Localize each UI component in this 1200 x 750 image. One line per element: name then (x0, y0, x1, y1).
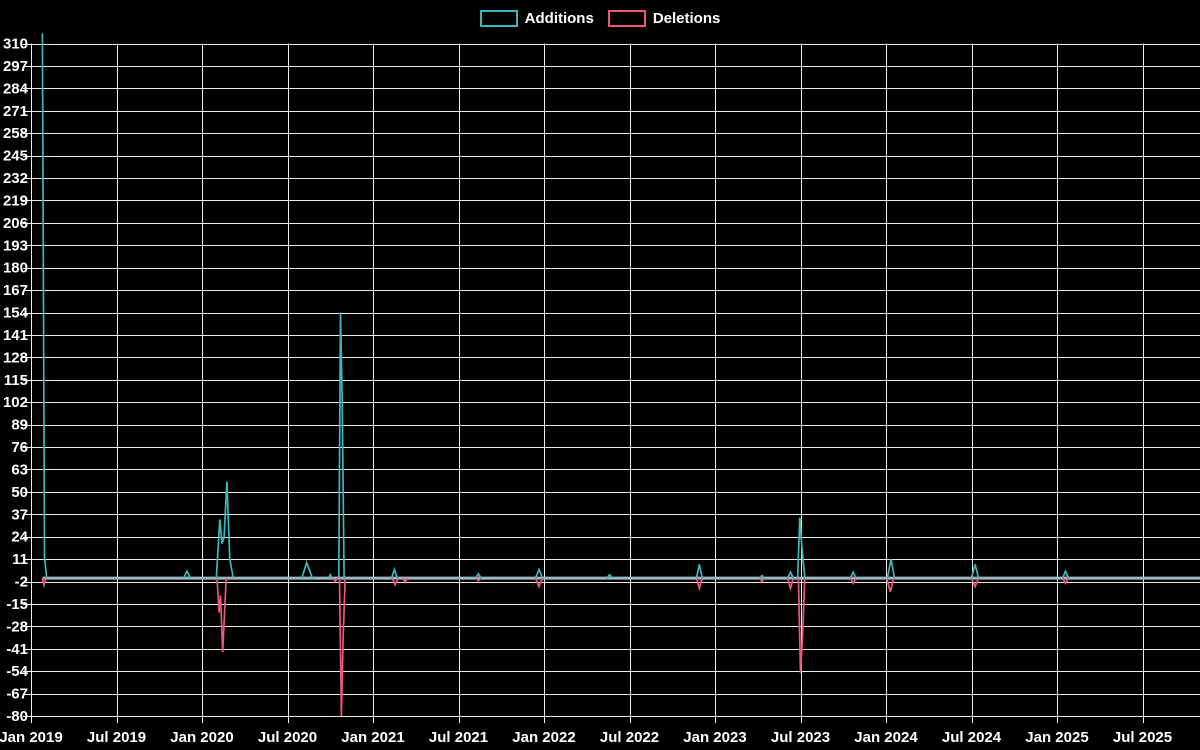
x-tick-label: Jul 2021 (429, 729, 488, 746)
x-tick-label: Jul 2024 (942, 729, 1002, 746)
y-tick-label: 271 (3, 103, 28, 120)
y-tick-label: -54 (6, 663, 28, 680)
x-tick-label: Jan 2020 (170, 729, 233, 746)
y-tick-label: 24 (11, 529, 28, 546)
y-gridlines (23, 44, 1200, 717)
y-tick-labels: 310 297 284 271 258 245 232 219 206 193 180 167 154 1… (3, 36, 29, 726)
x-tick-label: Jan 2023 (683, 729, 746, 746)
y-tick-label: -2 (15, 574, 28, 591)
x-tick-label: Jul 2025 (1113, 729, 1172, 746)
x-tick-label: Jul 2023 (771, 729, 830, 746)
y-tick-label: 232 (3, 170, 28, 187)
x-tick-label: Jul 2020 (258, 729, 317, 746)
y-tick-label: -41 (6, 641, 28, 658)
y-tick-label: -28 (6, 618, 28, 635)
y-tick-label: 258 (3, 125, 28, 142)
additions-swatch (479, 9, 518, 27)
legend-label-deletions: Deletions (652, 9, 721, 27)
deletions-line (42, 578, 1199, 716)
y-tick-label: 128 (3, 349, 28, 366)
y-tick-label: -67 (6, 686, 28, 703)
y-tick-label: 193 (3, 237, 28, 254)
y-tick-label: 63 (11, 461, 28, 478)
y-tick-label: 115 (4, 372, 28, 389)
y-tick-label: 284 (3, 80, 29, 97)
deletions-swatch (607, 9, 646, 27)
y-tick-label: 310 (3, 36, 28, 53)
additions-line (42, 33, 1199, 578)
chart-legend: Additions Deletions (0, 6, 1200, 30)
y-tick-label: 219 (3, 192, 28, 209)
y-tick-label: -80 (6, 708, 28, 725)
y-tick-label: 245 (3, 148, 28, 165)
y-tick-label: 50 (11, 484, 28, 501)
x-tick-label: Jul 2019 (87, 729, 146, 746)
x-tick-label: Jan 2019 (0, 729, 63, 746)
y-tick-label: 297 (3, 58, 28, 75)
x-tick-label: Jul 2022 (600, 729, 659, 746)
y-tick-label: 11 (12, 551, 28, 568)
legend-item-deletions[interactable]: Deletions (607, 9, 721, 27)
y-tick-label: 76 (11, 439, 28, 456)
y-tick-label: 206 (3, 215, 28, 232)
y-tick-label: 102 (3, 394, 28, 411)
y-tick-label: 180 (3, 260, 28, 277)
x-gridlines (31, 43, 1144, 724)
x-tick-label: Jan 2024 (854, 729, 918, 746)
x-tick-label: Jan 2025 (1025, 729, 1088, 746)
y-tick-label: 154 (3, 305, 29, 322)
y-tick-label: 167 (3, 282, 28, 299)
legend-label-additions: Additions (524, 9, 594, 27)
y-tick-label: 37 (11, 506, 28, 523)
x-tick-labels: Jan 2019 Jul 2019 Jan 2020 Jul 2020 Jan 2021… (0, 729, 1172, 746)
x-tick-label: Jan 2021 (341, 729, 404, 746)
x-tick-label: Jan 2022 (512, 729, 575, 746)
y-tick-label: 89 (11, 417, 28, 434)
legend-item-additions[interactable]: Additions (479, 9, 594, 27)
y-tick-label: 141 (3, 327, 28, 344)
y-tick-label: -15 (6, 596, 28, 613)
